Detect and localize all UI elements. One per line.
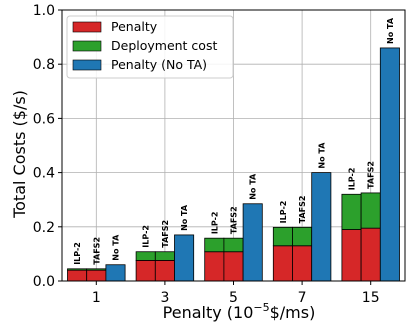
y-tick-label-0: 0.0 bbox=[33, 274, 55, 290]
x-axis-title-suffix: $/ms) bbox=[270, 303, 316, 322]
bar-tafs2-penalty-2 bbox=[223, 251, 244, 282]
y-axis-title: Total Costs ($/s) bbox=[10, 90, 29, 219]
bar-ilp2-deployment-cost-4 bbox=[341, 193, 362, 230]
bar-ilp2-deployment-cost-2 bbox=[204, 237, 225, 253]
bar-label-ilp2-4: ILP-2 bbox=[348, 168, 357, 191]
bar-tafs2-deployment-cost-0 bbox=[86, 268, 107, 271]
x-axis-title: Penalty (10−5$/ms) bbox=[163, 301, 316, 322]
bar-label-tafs2-0: TAFS2 bbox=[92, 237, 101, 265]
bar-no-ta-penalty-1 bbox=[174, 234, 195, 282]
legend-label-penalty-no-ta: Penalty (No TA) bbox=[111, 57, 207, 72]
bar-ilp2-penalty-2 bbox=[204, 251, 225, 282]
x-tick-label-0: 1 bbox=[92, 290, 101, 306]
bar-tafs2-deployment-cost-4 bbox=[360, 192, 381, 229]
bar-label-no-ta-3: No TA bbox=[317, 142, 326, 169]
bar-label-ilp2-0: ILP-2 bbox=[73, 242, 82, 265]
bar-label-no-ta-0: No TA bbox=[112, 234, 121, 261]
bar-label-tafs2-1: TAFS2 bbox=[161, 220, 170, 248]
bar-ilp2-deployment-cost-0 bbox=[67, 268, 88, 271]
bar-ilp2-penalty-3 bbox=[272, 245, 293, 282]
bar-tafs2-penalty-3 bbox=[292, 245, 313, 282]
legend-swatch-deployment-cost bbox=[72, 40, 102, 52]
bar-label-ilp2-2: ILP-2 bbox=[210, 211, 219, 234]
x-axis-title-exponent: −5 bbox=[253, 301, 269, 314]
x-tick-label-3: 7 bbox=[298, 290, 307, 306]
bar-tafs2-deployment-cost-3 bbox=[292, 226, 313, 247]
bar-label-ilp2-3: ILP-2 bbox=[279, 201, 288, 224]
y-tick-label-4: 0.8 bbox=[33, 57, 55, 73]
bar-tafs2-penalty-1 bbox=[154, 260, 175, 282]
y-tick-label-2: 0.4 bbox=[33, 166, 55, 182]
bar-tafs2-penalty-4 bbox=[360, 227, 381, 282]
bar-labels: ILP-2 TAFS2 No TA ILP-2 TAFS2 No TA ILP-2 TAFS2… bbox=[73, 17, 395, 265]
bar-tafs2-deployment-cost-1 bbox=[154, 251, 175, 261]
x-axis-ticks: 1 3 5 7 15 bbox=[92, 281, 380, 306]
bar-tafs2-penalty-0 bbox=[86, 269, 107, 282]
bar-ilp2-penalty-1 bbox=[135, 260, 156, 282]
legend-swatch-penalty bbox=[72, 21, 102, 33]
bar-label-no-ta-4: No TA bbox=[386, 17, 395, 44]
y-tick-label-5: 1.0 bbox=[33, 3, 55, 19]
x-tick-label-2: 5 bbox=[229, 290, 238, 306]
y-tick-label-1: 0.2 bbox=[33, 220, 55, 236]
bar-tafs2-deployment-cost-2 bbox=[223, 237, 244, 253]
legend-label-penalty: Penalty bbox=[111, 19, 158, 34]
bar-label-tafs2-3: TAFS2 bbox=[298, 196, 307, 224]
legend-label-deployment-cost: Deployment cost bbox=[111, 38, 217, 53]
legend: Penalty Deployment cost Penalty (No TA) bbox=[66, 15, 234, 79]
bar-no-ta-penalty-0 bbox=[105, 264, 126, 282]
bar-label-no-ta-2: No TA bbox=[249, 173, 258, 200]
x-tick-label-1: 3 bbox=[160, 290, 169, 306]
bar-no-ta-penalty-4 bbox=[379, 47, 400, 282]
bar-label-ilp2-1: ILP-2 bbox=[142, 225, 151, 248]
bar-ilp2-penalty-0 bbox=[67, 269, 88, 282]
bar-label-no-ta-1: No TA bbox=[180, 204, 189, 231]
bar-no-ta-penalty-3 bbox=[311, 172, 332, 282]
bar-label-tafs2-2: TAFS2 bbox=[230, 206, 239, 234]
y-tick-label-3: 0.6 bbox=[33, 111, 55, 127]
bar-label-tafs2-4: TAFS2 bbox=[367, 161, 376, 189]
x-axis-title-prefix: Penalty (10 bbox=[163, 303, 254, 322]
bar-no-ta-penalty-2 bbox=[242, 203, 263, 282]
y-axis-ticks: 0.0 0.2 0.4 0.6 0.8 1.0 bbox=[33, 3, 62, 290]
x-tick-label-4: 15 bbox=[362, 290, 380, 306]
legend-frame bbox=[66, 15, 234, 79]
bar-ilp2-penalty-4 bbox=[341, 229, 362, 282]
legend-swatch-penalty-no-ta bbox=[72, 59, 102, 71]
bars bbox=[67, 47, 400, 282]
bar-ilp2-deployment-cost-1 bbox=[135, 251, 156, 261]
bar-ilp2-deployment-cost-3 bbox=[272, 226, 293, 247]
